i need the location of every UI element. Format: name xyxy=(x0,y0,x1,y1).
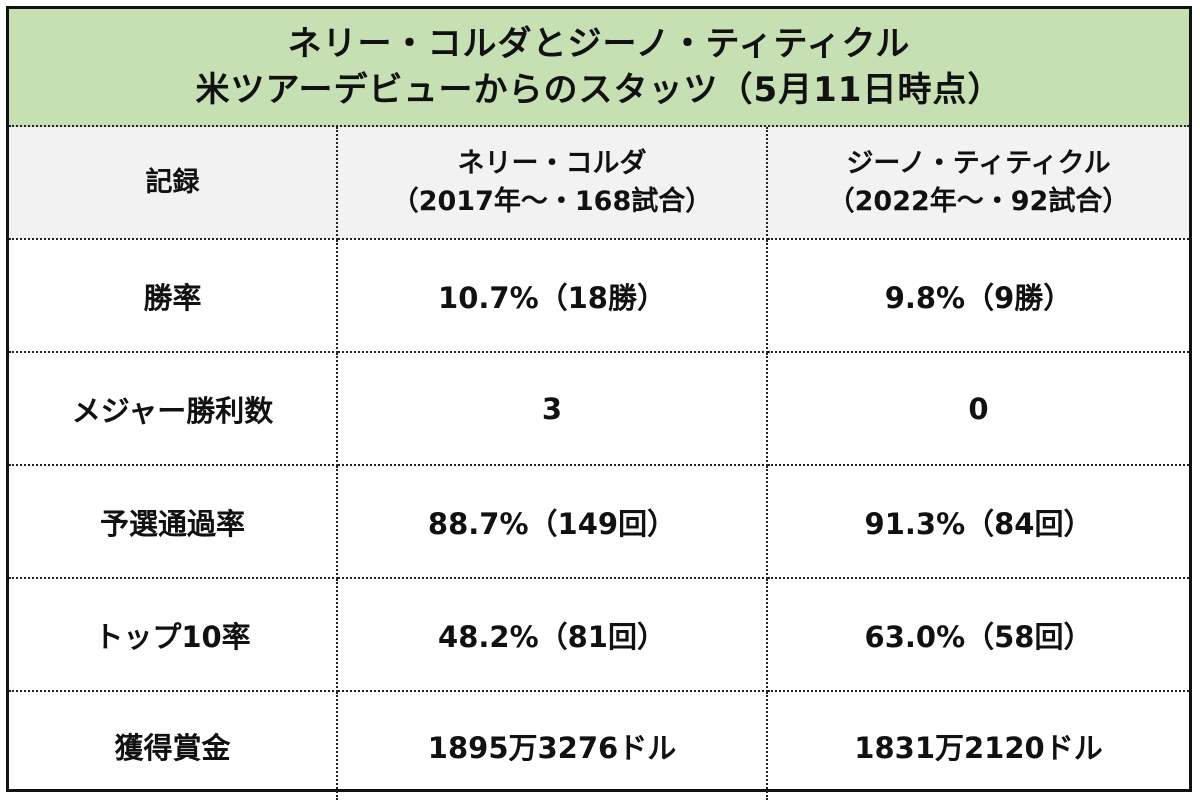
player2-value: 0 xyxy=(767,352,1189,466)
player2-value: 9.8%（9勝） xyxy=(767,239,1189,353)
player1-value: 88.7%（149回） xyxy=(337,465,768,579)
stats-table: 記録 ネリー・コルダ （2017年〜・168試合） ジーノ・ティティクル （20… xyxy=(9,127,1189,800)
table-header-row: 記録 ネリー・コルダ （2017年〜・168試合） ジーノ・ティティクル （20… xyxy=(9,127,1189,240)
header-player2-sub: （2022年〜・92試合） xyxy=(827,185,1130,217)
player1-value: 3 xyxy=(337,352,768,466)
player2-value: 1831万2120ドル xyxy=(854,731,1103,765)
table-row-major-wins: メジャー勝利数 3 0 xyxy=(9,352,1189,466)
player1-value: 1895万3276ドル xyxy=(337,691,768,800)
title-line-1: ネリー・コルダとジーノ・ティティクル xyxy=(287,24,911,64)
player2-value: 63.0%（58回） xyxy=(767,578,1189,692)
player1-value: 10.7%（18勝） xyxy=(337,239,768,353)
player2-value: 91.3%（84回） xyxy=(767,465,1189,579)
header-player1-name: ネリー・コルダ xyxy=(457,147,647,179)
table-row-top10-rate: トップ10率 48.2%（81回） 63.0%（58回） xyxy=(9,578,1189,692)
row-label: 予選通過率 xyxy=(9,465,338,579)
table-row-prize-money: 獲得賞金 1895万3276ドル 1831万2120ドル xyxy=(9,691,1189,800)
title-line-2: 米ツアーデビューからのスタッツ（5月11日時点） xyxy=(195,70,1003,110)
row-label: メジャー勝利数 xyxy=(9,352,338,466)
player1-value: 48.2%（81回） xyxy=(337,578,768,692)
row-label: トップ10率 xyxy=(9,578,338,692)
header-record-label: 記録 xyxy=(9,127,338,240)
table-row-win-rate: 勝率 10.7%（18勝） 9.8%（9勝） xyxy=(9,239,1189,353)
row-label: 獲得賞金 xyxy=(9,691,338,800)
header-player2-name: ジーノ・ティティクル xyxy=(846,147,1111,179)
title-banner: ネリー・コルダとジーノ・ティティクル 米ツアーデビューからのスタッツ（5月11日… xyxy=(9,9,1189,127)
header-player1-sub: （2017年〜・168試合） xyxy=(391,185,713,217)
table-row-cut-rate: 予選通過率 88.7%（149回） 91.3%（84回） xyxy=(9,465,1189,579)
row-label: 勝率 xyxy=(9,239,338,353)
header-player2: ジーノ・ティティクル （2022年〜・92試合） xyxy=(767,127,1189,240)
header-player1: ネリー・コルダ （2017年〜・168試合） xyxy=(337,127,768,240)
stats-comparison-sheet: ネリー・コルダとジーノ・ティティクル 米ツアーデビューからのスタッツ（5月11日… xyxy=(6,6,1192,800)
